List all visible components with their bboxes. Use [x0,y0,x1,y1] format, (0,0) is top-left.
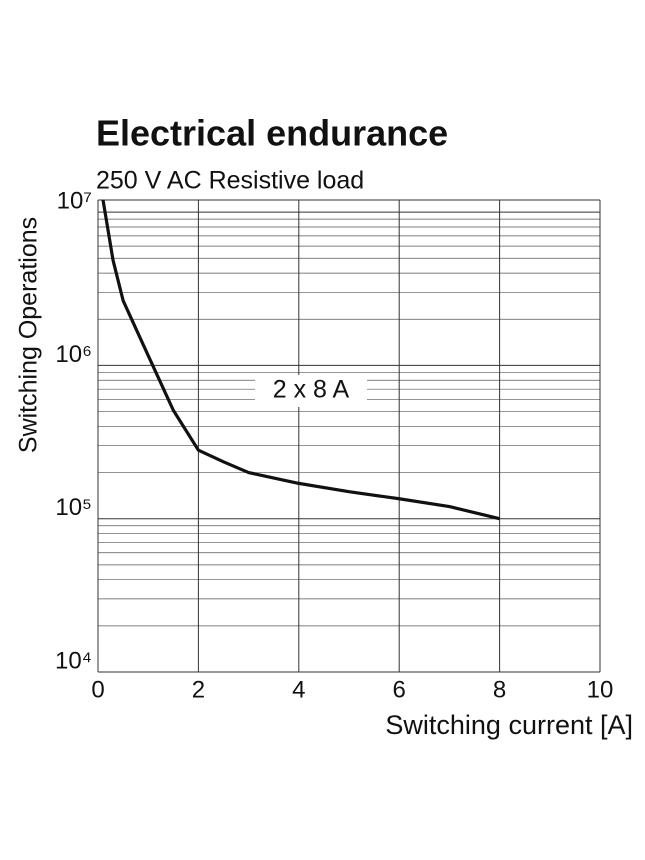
chart-subtitle: 250 V AC Resistive load [96,167,364,195]
x-axis-label: Switching current [A] [385,710,633,740]
x-tick-label: 8 [493,676,506,703]
x-tick-label: 10 [587,676,614,703]
series-label: 2 x 8 A [273,376,350,404]
y-axis-label: Switching Operations [15,217,43,453]
y-tick-label: 10⁵ [55,494,92,521]
x-tick-label: 6 [393,676,406,703]
y-tick-label: 10⁴ [55,647,92,674]
x-tick-label: 2 [192,676,205,703]
x-tick-label: 0 [91,676,104,703]
label-background [255,375,367,407]
y-tick-label: 10⁶ [55,341,92,368]
y-tick-label: 10⁷ [57,187,92,214]
data-line [101,199,500,521]
chart-title: Electrical endurance [96,113,448,154]
x-tick-label: 4 [292,676,305,703]
